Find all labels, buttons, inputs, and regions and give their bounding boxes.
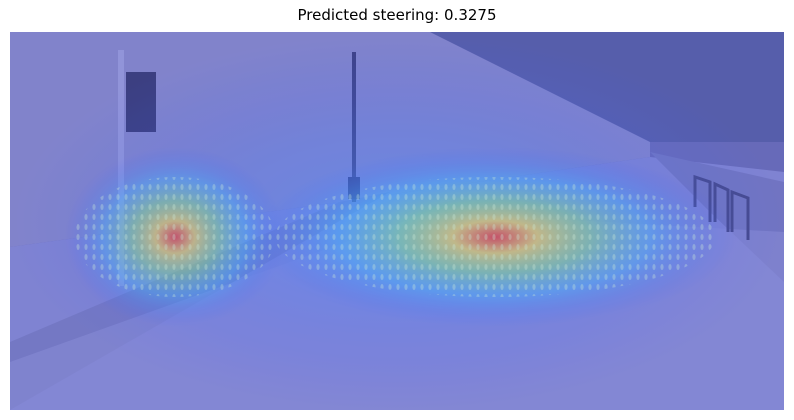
- heat-texture-right: [275, 177, 715, 297]
- figure-title: Predicted steering: 0.3275: [297, 6, 497, 24]
- saliency-image: [10, 32, 784, 410]
- heat-texture-left: [75, 177, 275, 297]
- blue-tint: [10, 32, 784, 410]
